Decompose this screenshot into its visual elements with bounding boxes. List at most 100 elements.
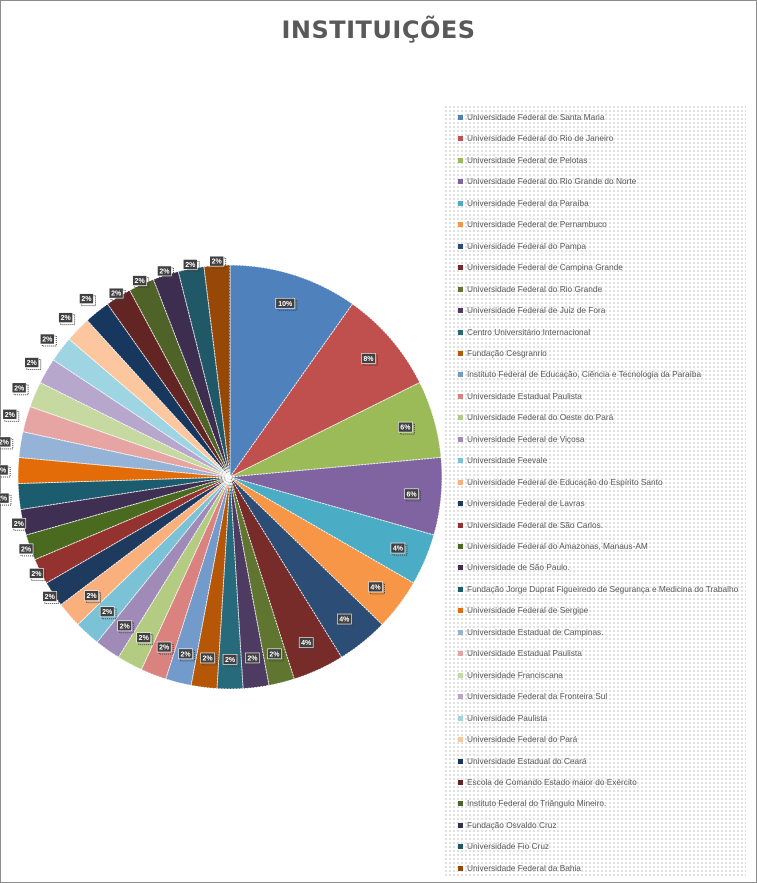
pie-slice-27 — [29, 381, 231, 478]
pie-slice-13 — [165, 476, 231, 686]
legend-label: Universidade Feevale — [467, 455, 548, 466]
data-label-22: 2% — [11, 517, 29, 531]
legend-label: Instituto Federal de Educação, Ciência e… — [467, 369, 702, 380]
legend-swatch — [458, 544, 463, 549]
svg-text:2%: 2% — [0, 467, 7, 474]
pie-slice-18 — [60, 476, 231, 626]
legend-swatch — [458, 286, 463, 292]
legend-swatch — [458, 779, 463, 785]
legend-label: Universidade Franciscana — [467, 669, 563, 680]
svg-text:2%: 2% — [21, 546, 32, 553]
svg-text:2%: 2% — [180, 651, 191, 658]
data-label-20: 2% — [29, 568, 46, 581]
data-label-10: 2% — [245, 652, 262, 666]
legend-swatch — [458, 329, 463, 335]
legend-swatch — [458, 458, 463, 464]
svg-text:2%: 2% — [135, 278, 146, 285]
legend-label: Universidade Fio Cruz — [467, 841, 550, 852]
data-label-4: 6% — [404, 488, 422, 502]
data-label-5: 4% — [390, 542, 408, 556]
svg-text:2%: 2% — [159, 645, 170, 652]
legend-label: Universidade Federal de Lavras — [467, 498, 585, 509]
pie-slice-1 — [229, 264, 354, 479]
legend-label: Universidade Federal do Rio Grande — [467, 283, 603, 294]
legend-label: Universidade Federal do Amazonas, Manaus… — [467, 541, 648, 551]
legend-label: Fundação Osvaldo Cruz — [467, 819, 557, 830]
pie-slice-8 — [229, 476, 343, 680]
data-label-35: 2% — [182, 259, 200, 272]
legend-swatch — [458, 672, 463, 678]
data-label-9: 2% — [267, 648, 284, 662]
svg-text:4%: 4% — [301, 640, 312, 647]
data-label-29: 2% — [39, 333, 57, 347]
legend-swatch — [458, 372, 463, 378]
svg-text:6%: 6% — [400, 425, 411, 432]
svg-text:2%: 2% — [86, 593, 97, 600]
legend-label: Universidade Federal de São Carlos. — [467, 519, 604, 530]
pie-slice-31 — [86, 303, 231, 478]
svg-text:2%: 2% — [31, 571, 42, 578]
legend-swatch — [458, 136, 463, 142]
legend-swatch — [458, 522, 463, 528]
legend-label: Instituto Federal do Triângulo Mineiro. — [467, 798, 607, 809]
svg-text:2%: 2% — [139, 635, 150, 642]
data-label-1: 10% — [275, 297, 298, 311]
legend-label: Universidade Estadual do Ceará — [467, 755, 587, 766]
svg-text:8%: 8% — [363, 356, 374, 363]
svg-text:4%: 4% — [339, 617, 350, 624]
data-label-27: 2% — [11, 382, 29, 396]
legend-swatch — [458, 715, 463, 721]
pie-slice-2 — [229, 303, 421, 478]
svg-text:10%: 10% — [278, 301, 293, 308]
data-label-2: 8% — [361, 353, 378, 366]
legend-swatch — [458, 844, 463, 850]
legend-swatch — [458, 200, 463, 206]
svg-text:4%: 4% — [393, 546, 404, 553]
data-label-8: 4% — [298, 637, 316, 651]
legend-label: Universidade Federal de Campina Grande — [467, 262, 623, 273]
svg-text:2%: 2% — [0, 439, 10, 446]
legend-swatch — [458, 350, 463, 356]
legend-label: Universidade de São Paulo. — [467, 562, 570, 573]
svg-text:2%: 2% — [185, 262, 196, 269]
svg-text:2%: 2% — [102, 609, 113, 616]
legend-swatch — [458, 565, 463, 571]
chart-title: INSTITUIÇÕES — [281, 16, 476, 44]
legend-swatch — [458, 651, 463, 657]
legend-label: Universidade Estadual Paulista — [467, 390, 582, 401]
data-label-25: 2% — [0, 436, 14, 450]
svg-text:2%: 2% — [225, 657, 236, 664]
legend-swatch — [458, 629, 463, 635]
legend-label: Universidade Federal de Pernambuco — [467, 219, 607, 230]
data-label-21: 2% — [18, 543, 36, 557]
legend-label: Universidade Federal do Rio Grande do No… — [467, 176, 637, 187]
data-label-33: 2% — [132, 275, 150, 289]
legend-label: Fundação Jorge Duprat Figueiredo de Segu… — [467, 583, 739, 594]
pie-slice-30 — [68, 319, 231, 478]
svg-text:2%: 2% — [42, 337, 53, 344]
legend-label: Universidade Federal da Fronteira Sul — [467, 691, 608, 702]
data-label-28: 2% — [24, 357, 42, 371]
legend-swatch — [458, 694, 463, 700]
legend-swatch — [458, 179, 463, 185]
legend-swatch — [458, 501, 463, 507]
pie-slice-14 — [140, 476, 231, 680]
data-label-24: 2% — [0, 464, 11, 478]
pie-slice-15 — [117, 476, 231, 671]
svg-text:2%: 2% — [45, 594, 56, 601]
data-label-30: 2% — [58, 312, 76, 326]
legend-label: Universidade Federal de Juiz de Fora — [467, 305, 606, 316]
data-label-11: 2% — [222, 654, 240, 667]
data-label-26: 2% — [2, 409, 20, 422]
legend-label: Universidade Federal do Pará — [467, 734, 578, 745]
pie-slice-11 — [216, 476, 244, 690]
pie-slice-4 — [229, 457, 443, 536]
legend-label: Universidade Federal da Paraíba — [467, 197, 589, 208]
legend-label: Universidade Paulista — [467, 712, 548, 723]
legend-label: Universidade Federal da Bahia — [467, 862, 581, 873]
data-label-6: 4% — [368, 581, 385, 595]
legend-swatch — [458, 479, 463, 485]
legend-swatch — [458, 801, 463, 807]
svg-text:2%: 2% — [5, 412, 16, 419]
